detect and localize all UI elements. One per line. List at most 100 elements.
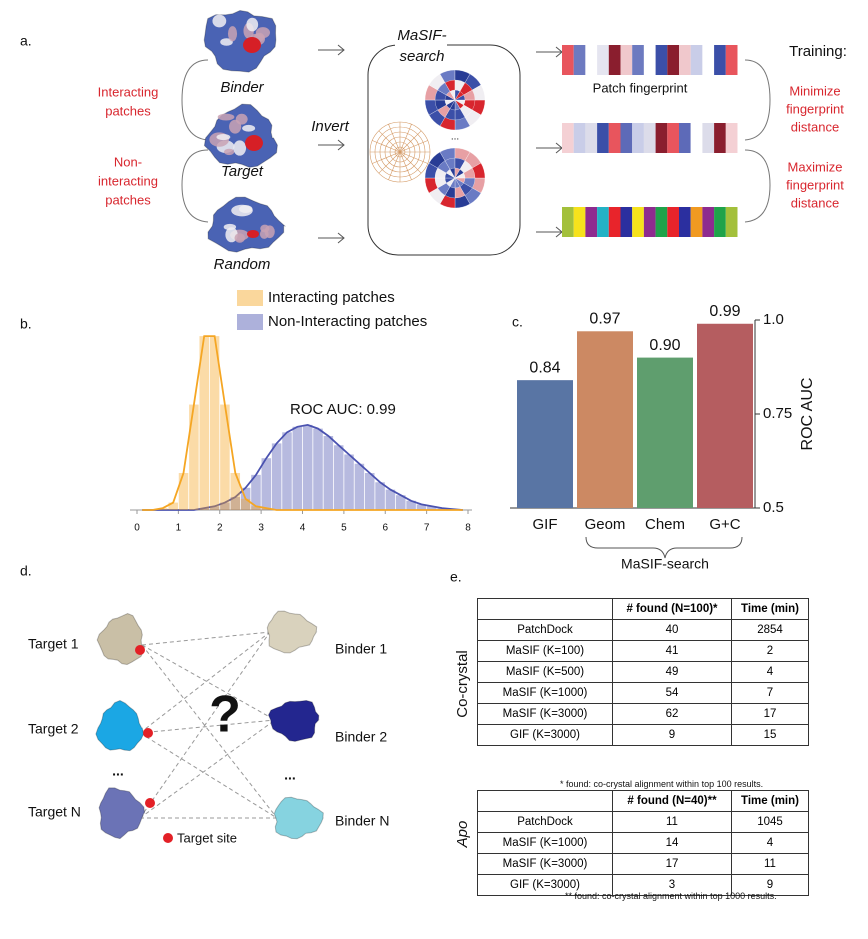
x-tick-label: Chem <box>645 516 685 533</box>
candidate-link <box>141 644 278 819</box>
label: search <box>399 48 444 65</box>
table-cell: # found (N=100)* <box>612 598 732 620</box>
fingerprint-cell <box>690 207 703 237</box>
fingerprint-cell <box>725 123 738 153</box>
histogram-bar <box>251 506 261 510</box>
histogram-bar <box>261 458 272 510</box>
table-cell: 49 <box>612 661 732 683</box>
bar <box>637 357 693 508</box>
fingerprint-cell <box>655 45 668 75</box>
table-row: GIF (K=3000) 9 15 <box>477 724 809 746</box>
panel-label: e. <box>450 569 462 585</box>
fingerprint-cell <box>632 123 644 153</box>
label: Target <box>221 163 264 180</box>
histogram-bar <box>302 424 313 510</box>
table-cell: MaSIF (K=100) <box>477 640 613 662</box>
table-cell: 2854 <box>731 619 809 641</box>
fingerprint-cell <box>725 207 738 237</box>
label: Target N <box>28 804 81 820</box>
table-cell: 11 <box>731 853 809 875</box>
histogram-bar <box>395 495 406 510</box>
table-cell: MaSIF (K=500) <box>477 661 613 683</box>
panel-label: d. <box>20 563 32 579</box>
side-label: Co-crystal <box>454 650 471 718</box>
table-cell: GIF (K=3000) <box>477 874 613 896</box>
legend-label: Interacting patches <box>268 289 395 306</box>
fingerprint-cell <box>562 123 574 153</box>
surface-patch <box>233 140 247 156</box>
histogram-bar <box>251 474 261 510</box>
histogram-bar <box>261 508 272 510</box>
footnote: ** found: co-crystal alignment within to… <box>565 891 777 901</box>
histogram-bar <box>189 404 199 510</box>
density-curve <box>142 423 463 511</box>
polar-grid <box>378 151 401 174</box>
fingerprint-cell <box>679 207 691 237</box>
table-cell: 9 <box>612 724 732 746</box>
ellipsis: ... <box>284 767 296 783</box>
x-tick-label: 0 <box>134 523 140 534</box>
fingerprint-cell <box>597 207 609 237</box>
value-label: 0.99 <box>709 303 740 320</box>
label: Target 2 <box>28 721 79 737</box>
density-curve <box>142 335 463 511</box>
surface-patch <box>260 224 270 233</box>
table-cell: 17 <box>612 853 732 875</box>
table-row: MaSIF (K=3000) 17 11 <box>477 853 809 875</box>
histogram-bar <box>282 432 292 510</box>
table-cell: 54 <box>612 682 732 704</box>
group-label: MaSIF-search <box>621 556 709 572</box>
polar-grid <box>372 140 401 153</box>
fingerprint-cell <box>690 45 703 75</box>
x-tick-label: 6 <box>382 523 388 534</box>
polar-grid <box>399 124 412 153</box>
table-cell: 4 <box>731 661 809 683</box>
fingerprint-cell <box>643 123 656 153</box>
table-cell: 17 <box>731 703 809 725</box>
interface-patch <box>243 37 261 53</box>
label: Target 1 <box>28 636 79 652</box>
table-cell <box>477 598 613 620</box>
table-cell: Time (min) <box>731 598 809 620</box>
legend-label: Non-Interacting patches <box>268 313 427 330</box>
target-site <box>135 645 145 655</box>
fingerprint-cell <box>702 123 715 153</box>
histogram-bar <box>344 454 354 510</box>
polar-grid <box>388 151 401 180</box>
bar <box>577 331 633 508</box>
fingerprint-cell <box>585 207 598 237</box>
fingerprint-cell <box>620 207 633 237</box>
surface-patch <box>239 205 253 213</box>
y-axis-label: ROC AUC <box>799 378 816 451</box>
table-cell: 7 <box>731 682 809 704</box>
label: Invert <box>311 118 349 135</box>
y-tick-label: 0.5 <box>763 499 784 516</box>
protein-surface <box>96 612 145 666</box>
histogram-bar <box>230 497 241 510</box>
target-site <box>145 798 155 808</box>
fingerprint-cell <box>714 207 726 237</box>
fingerprint-cell <box>608 123 621 153</box>
x-tick-label: 7 <box>424 523 430 534</box>
x-tick-label: 2 <box>217 523 223 534</box>
surface-patch <box>227 26 238 42</box>
fingerprint-cell <box>725 45 738 75</box>
histogram-bar <box>240 498 251 510</box>
results-table: # found (N=40)** Time (min) PatchDock 11 104… <box>477 790 809 896</box>
target-site <box>143 728 153 738</box>
surface-patch <box>229 119 242 134</box>
fingerprint-cell <box>655 123 668 153</box>
table-cell: MaSIF (K=1000) <box>477 832 613 854</box>
candidate-link <box>139 732 278 819</box>
candidate-link <box>139 631 271 819</box>
histogram-bar <box>354 463 365 510</box>
table-row: PatchDock 11 1045 <box>477 811 809 833</box>
surface-patch <box>242 124 256 132</box>
bracket <box>181 59 209 223</box>
annotation: fingerprint <box>786 101 844 116</box>
table-cell: 14 <box>612 832 732 854</box>
x-tick-label: 8 <box>465 523 471 534</box>
results-table: # found (N=100)* Time (min) PatchDock 40 285… <box>477 598 809 746</box>
annotation: patches <box>105 103 151 118</box>
